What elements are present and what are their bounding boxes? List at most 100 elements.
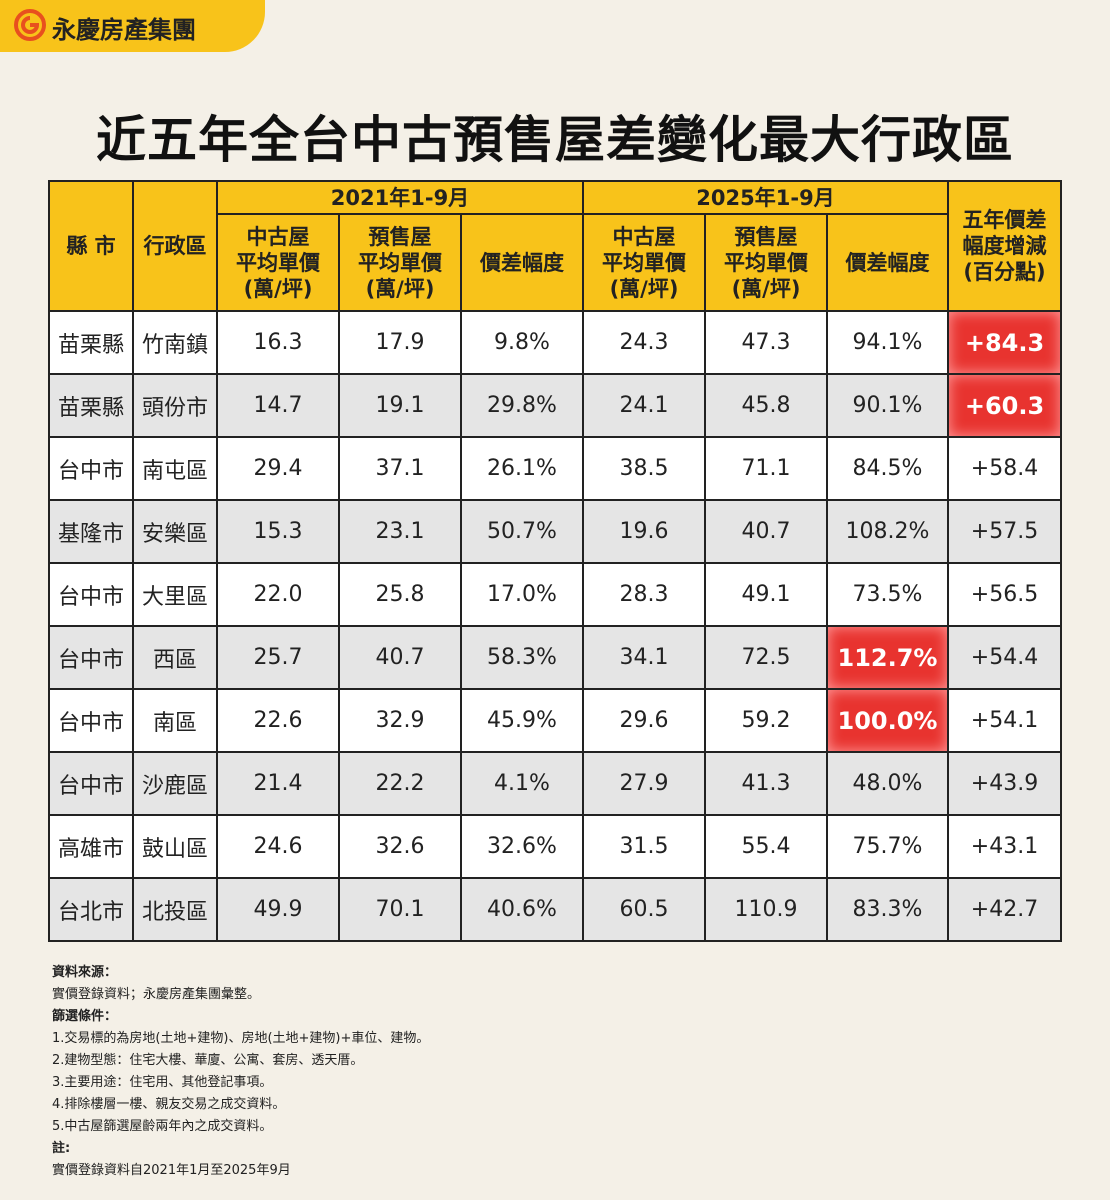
- table-cell: 15.3: [216, 499, 340, 564]
- table-cell: 25.8: [338, 562, 462, 627]
- table-row: 台中市 南區 22.6 32.9 45.9% 29.6 59.2 100.0% +54.1: [48, 688, 1062, 753]
- table-cell: 45.8: [704, 373, 828, 438]
- table-cell: 58.3%: [460, 625, 584, 690]
- table-cell: 19.6: [582, 499, 706, 564]
- header-cell: 價差幅度: [460, 213, 584, 312]
- note-heading: 資料來源：: [52, 965, 118, 980]
- note-line: 4.排除樓層一樓、親友交易之成交資料。: [52, 1097, 286, 1112]
- table-cell: 27.9: [582, 751, 706, 816]
- table-cell: +43.9: [947, 751, 1062, 816]
- header-cell: 五年價差 幅度增減 (百分點): [947, 180, 1062, 312]
- table-cell: 台中市: [48, 688, 134, 753]
- table-cell: 23.1: [338, 499, 462, 564]
- table-cell: +42.7: [947, 877, 1062, 942]
- table-cell: 17.9: [338, 310, 462, 375]
- header-cell: 價差幅度: [826, 213, 949, 312]
- header-cell: 行政區: [132, 180, 218, 312]
- table-cell: 南區: [132, 688, 218, 753]
- header-cell: 中古屋 平均單價 (萬/坪): [582, 213, 706, 312]
- table-cell: +54.4: [947, 625, 1062, 690]
- table-cell: 49.1: [704, 562, 828, 627]
- table-cell: 84.5%: [826, 436, 949, 501]
- table-row: 台中市 沙鹿區 21.4 22.2 4.1% 27.9 41.3 48.0% +43.9: [48, 751, 1062, 816]
- table-cell: 24.6: [216, 814, 340, 879]
- table-cell: 苗栗縣: [48, 373, 134, 438]
- table-cell: 60.5: [582, 877, 706, 942]
- table-cell: 83.3%: [826, 877, 949, 942]
- table-cell: 110.9: [704, 877, 828, 942]
- table-cell: 14.7: [216, 373, 340, 438]
- table-cell: 24.1: [582, 373, 706, 438]
- table-cell: 21.4: [216, 751, 340, 816]
- table-cell: 頭份市: [132, 373, 218, 438]
- note-line: 2.建物型態：住宅大樓、華廈、公寓、套房、透天厝。: [52, 1053, 364, 1068]
- brand-name: 永慶房產集團: [52, 16, 196, 44]
- note-line: 5.中古屋篩選屋齡兩年內之成交資料。: [52, 1119, 273, 1134]
- table-cell: 40.6%: [460, 877, 584, 942]
- note-line: 實價登錄資料自2021年1月至2025年9月: [52, 1163, 291, 1178]
- table-cell: 基隆市: [48, 499, 134, 564]
- table-cell: 40.7: [704, 499, 828, 564]
- table-cell: 94.1%: [826, 310, 949, 375]
- note-heading: 篩選條件：: [52, 1009, 118, 1024]
- table-cell: 16.3: [216, 310, 340, 375]
- logo-icon: [14, 9, 46, 41]
- note-line: 實價登錄資料；永慶房產集團彙整。: [52, 987, 261, 1002]
- table-cell: 31.5: [582, 814, 706, 879]
- table-cell: 75.7%: [826, 814, 949, 879]
- table-cell: +56.5: [947, 562, 1062, 627]
- table-cell: +54.1: [947, 688, 1062, 753]
- table-row: 台中市 南屯區 29.4 37.1 26.1% 38.5 71.1 84.5% +58.4: [48, 436, 1062, 501]
- table-cell: 9.8%: [460, 310, 584, 375]
- title: 近五年全台中古預售屋差變化最大行政區: [0, 100, 1110, 172]
- note-line: 3.主要用途：住宅用、其他登記事項。: [52, 1075, 273, 1090]
- table-row: 苗栗縣 頭份市 14.7 19.1 29.8% 24.1 45.8 90.1% +60.3: [48, 373, 1062, 438]
- table-cell: 22.2: [338, 751, 462, 816]
- note-heading: 註:: [52, 1141, 71, 1156]
- header-cell: 預售屋 平均單價 (萬/坪): [704, 213, 828, 312]
- table-row: 台北市 北投區 49.9 70.1 40.6% 60.5 110.9 83.3% +42.7: [48, 877, 1062, 942]
- table-cell: 40.7: [338, 625, 462, 690]
- table-cell: 24.3: [582, 310, 706, 375]
- group-header: 2021年1-9月: [216, 180, 584, 215]
- table-cell: 台中市: [48, 562, 134, 627]
- table-cell: 19.1: [338, 373, 462, 438]
- header-cell: 預售屋 平均單價 (萬/坪): [338, 213, 462, 312]
- highlight-cell: +84.3: [947, 310, 1062, 375]
- table-cell: 大里區: [132, 562, 218, 627]
- data-table: 縣 市行政區 2021年1-9月 2025年1-9月 五年價差 幅度增減 (百分點) 中…: [48, 180, 1062, 942]
- header-row: 中古屋 平均單價 (萬/坪) 預售屋 平均單價 (萬/坪) 價差幅度 中古屋 平均單價…: [49, 213, 1061, 312]
- table-cell: 台中市: [48, 436, 134, 501]
- table-row: 基隆市 安樂區 15.3 23.1 50.7% 19.6 40.7 108.2% +57.5: [48, 499, 1062, 564]
- table-cell: 70.1: [338, 877, 462, 942]
- table-cell: 29.8%: [460, 373, 584, 438]
- table-cell: +58.4: [947, 436, 1062, 501]
- table-row: 高雄市 鼓山區 24.6 32.6 32.6% 31.5 55.4 75.7% +43.1: [48, 814, 1062, 879]
- table-row: 台中市 西區 25.7 40.7 58.3% 34.1 72.5 112.7% +54.4: [48, 625, 1062, 690]
- table-cell: 台北市: [48, 877, 134, 942]
- table-cell: 38.5: [582, 436, 706, 501]
- group-header: 2025年1-9月: [582, 180, 949, 215]
- highlight-cell: 112.7%: [826, 625, 949, 690]
- table-cell: 29.4: [216, 436, 340, 501]
- table-cell: 55.4: [704, 814, 828, 879]
- note-line: 1.交易標的為房地(土地+建物)、房地(土地+建物)+車位、建物。: [52, 1031, 430, 1046]
- table-cell: 32.9: [338, 688, 462, 753]
- highlight-cell: +60.3: [947, 373, 1062, 438]
- header-cell: 中古屋 平均單價 (萬/坪): [216, 213, 340, 312]
- table-cell: 28.3: [582, 562, 706, 627]
- table-cell: 41.3: [704, 751, 828, 816]
- table-cell: 59.2: [704, 688, 828, 753]
- table-cell: 32.6: [338, 814, 462, 879]
- table-cell: 沙鹿區: [132, 751, 218, 816]
- table-cell: 90.1%: [826, 373, 949, 438]
- table-cell: 50.7%: [460, 499, 584, 564]
- table-cell: 南屯區: [132, 436, 218, 501]
- table-cell: 71.1: [704, 436, 828, 501]
- table-cell: 鼓山區: [132, 814, 218, 879]
- table-cell: 高雄市: [48, 814, 134, 879]
- table-cell: 安樂區: [132, 499, 218, 564]
- table-cell: 29.6: [582, 688, 706, 753]
- table-cell: 台中市: [48, 751, 134, 816]
